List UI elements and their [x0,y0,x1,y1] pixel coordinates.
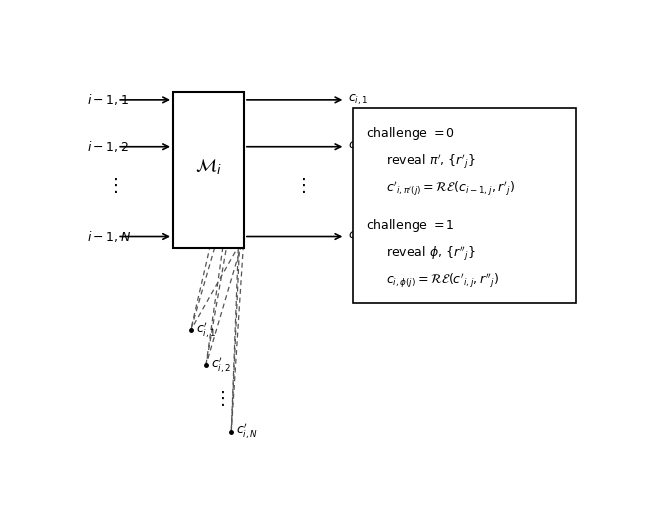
Text: $i-1,N$: $i-1,N$ [87,229,131,244]
Text: $\vdots$: $\vdots$ [213,389,224,408]
Text: reveal $\pi'$, $\{r'_j\}$: reveal $\pi'$, $\{r'_j\}$ [386,153,475,171]
Text: $c^{\prime}_{i,2}$: $c^{\prime}_{i,2}$ [211,355,232,375]
Text: $c_{i,N}$: $c_{i,N}$ [348,229,370,244]
Text: $c_{i,\phi(j)} = \mathcal{RE}(c'_{i,j}, r''_j)$: $c_{i,\phi(j)} = \mathcal{RE}(c'_{i,j}, … [386,272,499,290]
Text: reveal $\phi$, $\{r''_j\}$: reveal $\phi$, $\{r''_j\}$ [386,244,475,263]
Text: $c^{\prime}_{i,N}$: $c^{\prime}_{i,N}$ [236,422,258,442]
Text: $c'_{i,\pi'(j)} = \mathcal{RE}(c_{i-1,j}, r'_j)$: $c'_{i,\pi'(j)} = \mathcal{RE}(c_{i-1,j}… [386,180,515,198]
Bar [173,92,244,248]
Text: challenge $= 1$: challenge $= 1$ [366,217,455,234]
Text: $c_{i,1}$: $c_{i,1}$ [348,93,368,107]
Text: $\mathcal{M}_i$: $\mathcal{M}_i$ [195,157,222,176]
Text: challenge $= 0$: challenge $= 0$ [366,125,455,142]
Text: $c^{\prime}_{i,1}$: $c^{\prime}_{i,1}$ [196,320,216,340]
Text: $i-1,1$: $i-1,1$ [87,92,129,107]
Text: $c_{i,2}$: $c_{i,2}$ [348,139,368,154]
Text: $\vdots$: $\vdots$ [294,176,305,195]
Text: $i-1,2$: $i-1,2$ [87,139,129,154]
Bar [353,107,576,303]
Text: $\vdots$: $\vdots$ [106,176,118,195]
